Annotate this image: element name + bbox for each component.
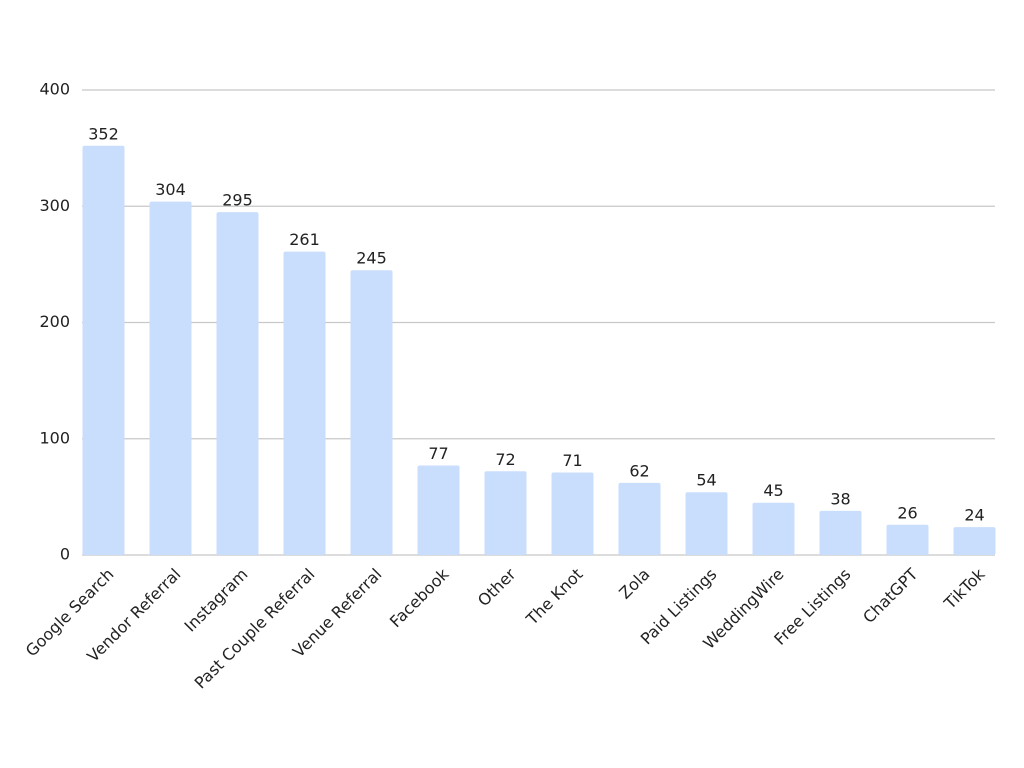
bar	[149, 201, 192, 555]
bar	[350, 270, 393, 555]
bar	[618, 482, 661, 555]
bar	[283, 251, 326, 555]
value-label: 77	[428, 444, 448, 463]
bar	[417, 465, 460, 555]
x-tick-label: ChatGPT	[859, 564, 922, 627]
y-tick-label: 400	[39, 80, 70, 99]
y-tick-label: 0	[60, 545, 70, 564]
y-tick-label: 300	[39, 196, 70, 215]
bar	[551, 472, 594, 555]
bar	[685, 492, 728, 555]
value-label: 72	[495, 450, 515, 469]
x-tick-label: Zola	[615, 565, 653, 603]
value-label: 261	[289, 230, 320, 249]
x-tick-label: Facebook	[386, 564, 453, 631]
bar	[216, 212, 259, 555]
value-label: 71	[562, 451, 582, 470]
value-label: 352	[88, 124, 119, 143]
x-tick-label: Past Couple Referral	[191, 565, 319, 693]
x-tick-label: The Knot	[522, 565, 587, 630]
bar	[82, 145, 125, 556]
bar	[484, 471, 527, 555]
value-label: 304	[155, 180, 186, 199]
x-tick-label: Instagram	[181, 565, 252, 636]
y-tick-label: 100	[39, 428, 70, 447]
bar	[819, 510, 862, 555]
value-label: 45	[763, 481, 783, 500]
bar	[752, 502, 795, 555]
x-tick-label: Other	[474, 564, 520, 610]
bar	[886, 524, 929, 555]
x-tick-label: TikTok	[940, 564, 989, 613]
value-label: 62	[629, 461, 649, 480]
bar	[953, 527, 996, 555]
value-label: 295	[222, 191, 253, 210]
value-label: 54	[696, 471, 716, 490]
value-label: 38	[830, 489, 850, 508]
value-label: 245	[356, 249, 387, 268]
value-label: 24	[964, 506, 984, 525]
y-tick-label: 200	[39, 312, 70, 331]
value-label: 26	[897, 503, 917, 522]
